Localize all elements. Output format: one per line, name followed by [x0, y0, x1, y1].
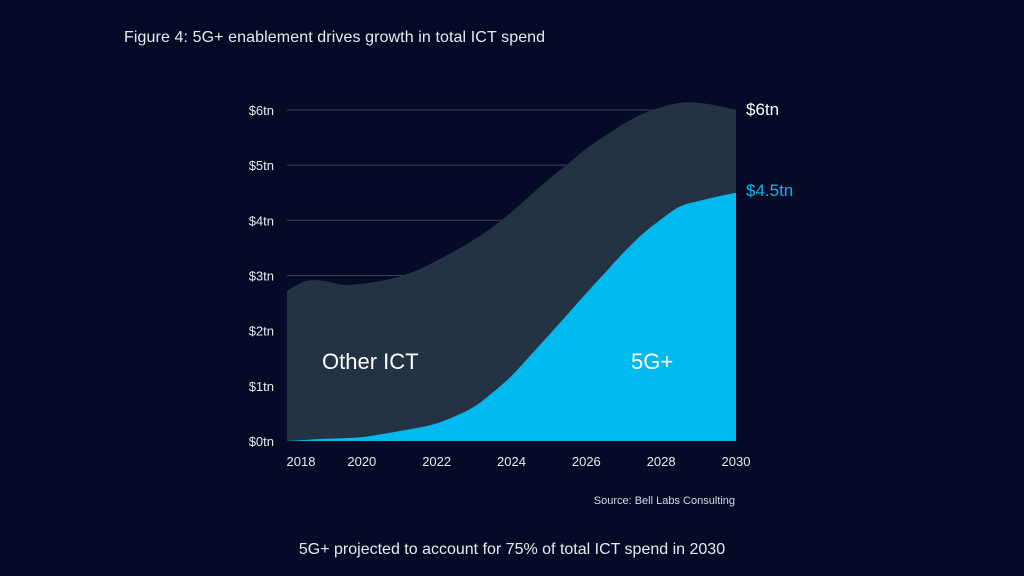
y-tick-label: $2tn	[249, 324, 274, 339]
x-tick-label: 2024	[497, 454, 526, 469]
x-tick-label: 2020	[347, 454, 376, 469]
y-tick-label: $5tn	[249, 158, 274, 173]
x-tick-label: 2026	[572, 454, 601, 469]
area-series	[287, 102, 736, 441]
chart-caption: 5G+ projected to account for 75% of tota…	[298, 541, 726, 558]
y-tick-label: $1tn	[249, 379, 274, 394]
y-axis: $0tn $1tn $2tn $3tn $4tn $5tn $6tn	[249, 103, 274, 449]
area-5g-plus	[287, 192, 736, 441]
figure-title: Figure 4: 5G+ enablement drives growth i…	[124, 29, 546, 46]
x-tick-label: 2022	[422, 454, 451, 469]
label-other-ict: Other ICT	[322, 349, 419, 374]
x-tick-label: 2030	[722, 454, 751, 469]
y-tick-label: $0tn	[249, 434, 274, 449]
label-5g-plus: 5G+	[631, 349, 673, 374]
series-labels: Other ICT 5G+ $6tn $4.5tn	[322, 100, 793, 374]
x-tick-label: 2018	[287, 454, 316, 469]
source-note: Source: Bell Labs Consulting	[593, 495, 735, 507]
y-tick-label: $3tn	[249, 269, 274, 284]
x-axis: 2018 2020 2022 2024 2026 2028 2030	[287, 454, 751, 469]
end-label-5g-plus: $4.5tn	[746, 181, 793, 200]
end-label-total: $6tn	[746, 100, 779, 119]
y-tick-label: $6tn	[249, 103, 274, 118]
y-tick-label: $4tn	[249, 213, 274, 228]
x-tick-label: 2028	[647, 454, 676, 469]
